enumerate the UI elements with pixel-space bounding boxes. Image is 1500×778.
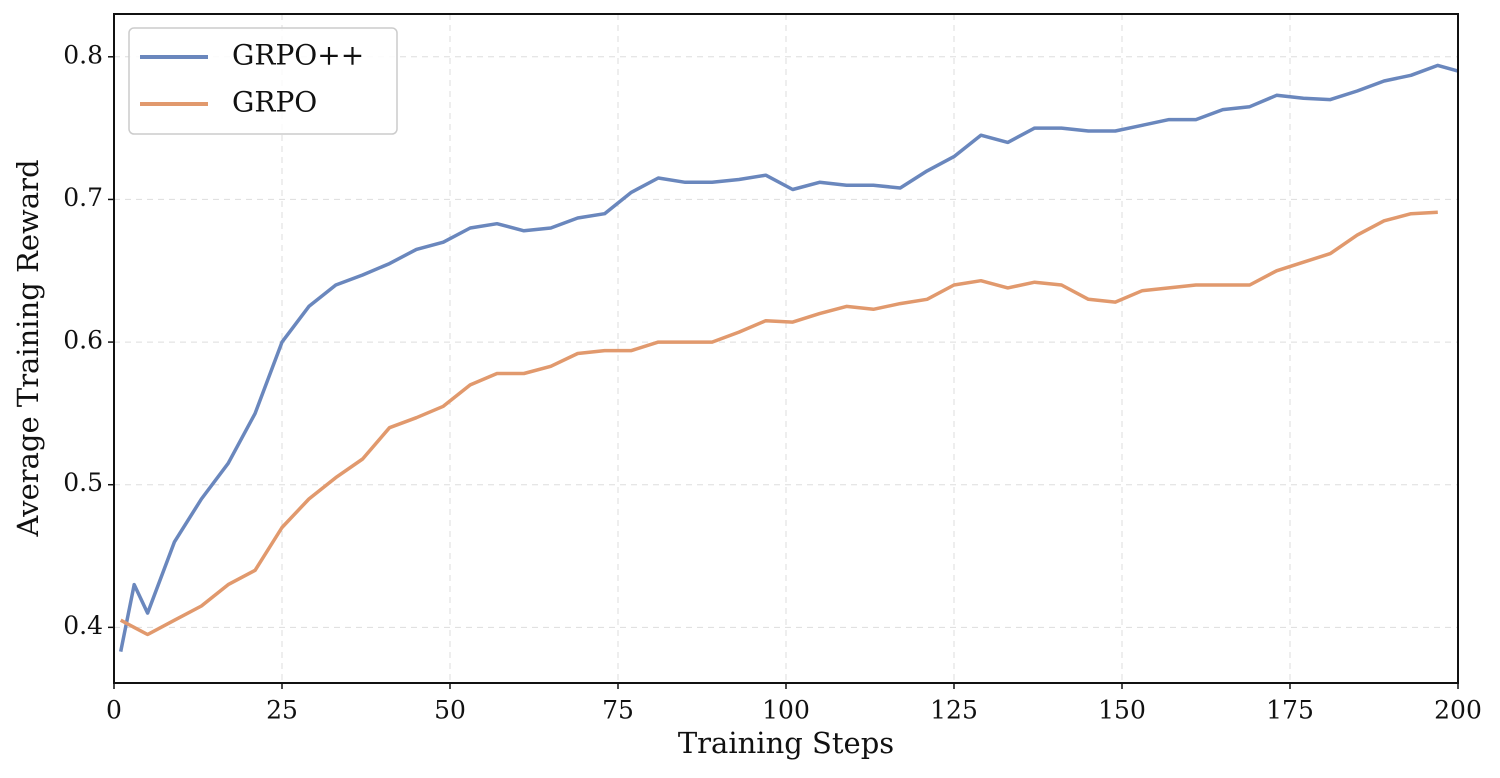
series-line xyxy=(119,210,1438,637)
y-tick-label: 0.6 xyxy=(63,326,103,355)
y-axis-title: Average Training Reward xyxy=(11,159,45,537)
legend-label: GRPO++ xyxy=(232,39,364,72)
x-tick-label: 175 xyxy=(1266,696,1314,725)
y-tick-label: 0.8 xyxy=(63,40,103,69)
x-tick-label: 125 xyxy=(930,696,978,725)
y-tick-label: 0.4 xyxy=(63,611,103,640)
x-tick-label: 75 xyxy=(602,696,634,725)
x-tick-label: 100 xyxy=(762,696,810,725)
series-line xyxy=(118,63,1459,652)
x-tick-label: 150 xyxy=(1098,696,1146,725)
legend-label: GRPO xyxy=(232,86,317,119)
x-tick-label: 0 xyxy=(106,696,122,725)
legend-box xyxy=(128,27,398,135)
y-tick-label: 0.5 xyxy=(63,468,103,497)
x-tick-label: 50 xyxy=(434,696,466,725)
x-tick-label: 25 xyxy=(266,696,298,725)
y-tick-label: 0.7 xyxy=(63,183,103,212)
x-tick-label: 200 xyxy=(1434,696,1482,725)
plot-frame xyxy=(113,13,1459,684)
x-axis-title: Training Steps xyxy=(678,726,894,760)
